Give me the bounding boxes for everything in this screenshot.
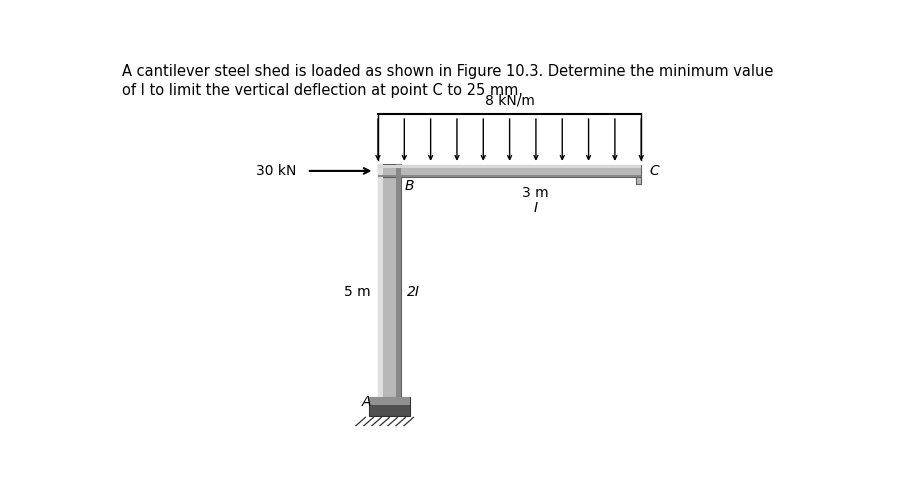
Text: I: I [533, 202, 537, 215]
Bar [378, 175, 642, 177]
Bar [396, 164, 401, 397]
Text: 30 kN: 30 kN [256, 164, 297, 178]
Text: 3 m: 3 m [522, 186, 549, 200]
Bar [378, 165, 642, 177]
Text: 5 m: 5 m [344, 285, 371, 299]
Text: A: A [362, 395, 371, 409]
Text: B: B [404, 179, 414, 193]
Bar [378, 164, 383, 397]
Bar [369, 397, 409, 405]
Text: 2I: 2I [407, 285, 420, 299]
Text: A cantilever steel shed is loaded as shown in Figure 10.3. Determine the minimum: A cantilever steel shed is loaded as sho… [122, 64, 773, 79]
Text: of I to limit the vertical deflection at point C to 25 mm.: of I to limit the vertical deflection at… [122, 83, 523, 98]
Bar [378, 164, 401, 397]
Bar [378, 165, 642, 168]
Text: C: C [650, 164, 659, 178]
Bar [635, 177, 642, 184]
Text: 8 kN/m: 8 kN/m [485, 93, 534, 107]
Bar [369, 397, 409, 416]
